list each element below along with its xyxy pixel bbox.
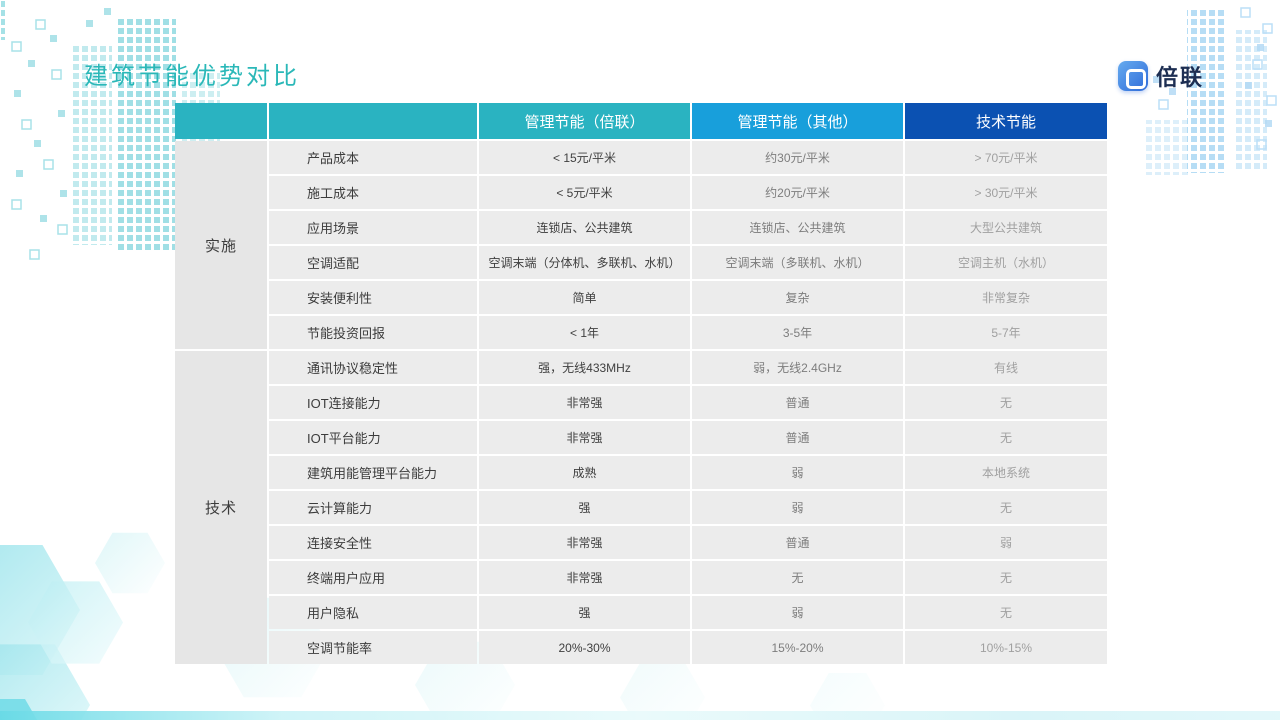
value-cell-tech: > 70元/平米 [905,141,1107,174]
value-cell-beilian: 强，无线433MHz [479,351,690,384]
value-cell-other: 弱 [692,456,903,489]
value-cell-beilian: 连锁店、公共建筑 [479,211,690,244]
value-cell-beilian: < 15元/平米 [479,141,690,174]
bottom-accent-strip [0,711,1280,720]
value-cell-beilian: 强 [479,596,690,629]
value-cell-tech: 有线 [905,351,1107,384]
group-cell: 技术 [175,351,267,664]
value-cell-beilian: 空调末端（分体机、多联机、水机） [479,246,690,279]
value-cell-other: 无 [692,561,903,594]
table-header-empty-group [175,103,267,139]
value-cell-other: 连锁店、公共建筑 [692,211,903,244]
value-cell-beilian: < 5元/平米 [479,176,690,209]
value-cell-other: 弱 [692,491,903,524]
value-cell-tech: 空调主机（水机） [905,246,1107,279]
value-cell-beilian: 简单 [479,281,690,314]
criteria-cell: 安装便利性 [269,281,477,314]
table-header-beilian: 管理节能（倍联） [479,103,690,139]
value-cell-other: 3-5年 [692,316,903,349]
value-cell-other: 普通 [692,421,903,454]
criteria-cell: 空调节能率 [269,631,477,664]
value-cell-other: 普通 [692,526,903,559]
group-cell: 实施 [175,141,267,349]
value-cell-tech: > 30元/平米 [905,176,1107,209]
brand-logo: 倍联 [1118,60,1204,92]
criteria-cell: 节能投资回报 [269,316,477,349]
value-cell-beilian: < 1年 [479,316,690,349]
value-cell-tech: 无 [905,421,1107,454]
brand-logo-text: 倍联 [1156,65,1205,90]
value-cell-tech: 无 [905,386,1107,419]
value-cell-tech: 无 [905,596,1107,629]
criteria-cell: 空调适配 [269,246,477,279]
criteria-cell: 用户隐私 [269,596,477,629]
value-cell-tech: 本地系统 [905,456,1107,489]
value-cell-beilian: 非常强 [479,526,690,559]
criteria-cell: IOT平台能力 [269,421,477,454]
table-header-other: 管理节能（其他） [692,103,903,139]
value-cell-other: 15%-20% [692,631,903,664]
value-cell-other: 约20元/平米 [692,176,903,209]
value-cell-other: 空调末端（多联机、水机） [692,246,903,279]
comparison-table: 管理节能（倍联） 管理节能（其他） 技术节能实施 产品成本 < 15元/平米 约30元/平… [175,103,1107,664]
criteria-cell: 通讯协议稳定性 [269,351,477,384]
value-cell-tech: 无 [905,491,1107,524]
value-cell-tech: 非常复杂 [905,281,1107,314]
value-cell-tech: 5-7年 [905,316,1107,349]
value-cell-tech: 弱 [905,526,1107,559]
value-cell-tech: 大型公共建筑 [905,211,1107,244]
value-cell-other: 普通 [692,386,903,419]
criteria-cell: 终端用户应用 [269,561,477,594]
value-cell-beilian: 非常强 [479,386,690,419]
brand-logo-icon [1118,61,1148,91]
value-cell-beilian: 成熟 [479,456,690,489]
value-cell-other: 弱 [692,596,903,629]
criteria-cell: 产品成本 [269,141,477,174]
value-cell-tech: 10%-15% [905,631,1107,664]
value-cell-beilian: 非常强 [479,561,690,594]
table-header-tech: 技术节能 [905,103,1107,139]
criteria-cell: 应用场景 [269,211,477,244]
value-cell-beilian: 20%-30% [479,631,690,664]
criteria-cell: 施工成本 [269,176,477,209]
value-cell-other: 复杂 [692,281,903,314]
value-cell-tech: 无 [905,561,1107,594]
table-header-empty-criteria [269,103,477,139]
criteria-cell: 云计算能力 [269,491,477,524]
value-cell-beilian: 非常强 [479,421,690,454]
criteria-cell: 建筑用能管理平台能力 [269,456,477,489]
criteria-cell: IOT连接能力 [269,386,477,419]
value-cell-beilian: 强 [479,491,690,524]
value-cell-other: 弱，无线2.4GHz [692,351,903,384]
page-title: 建筑节能优势对比 [84,63,300,90]
value-cell-other: 约30元/平米 [692,141,903,174]
criteria-cell: 连接安全性 [269,526,477,559]
